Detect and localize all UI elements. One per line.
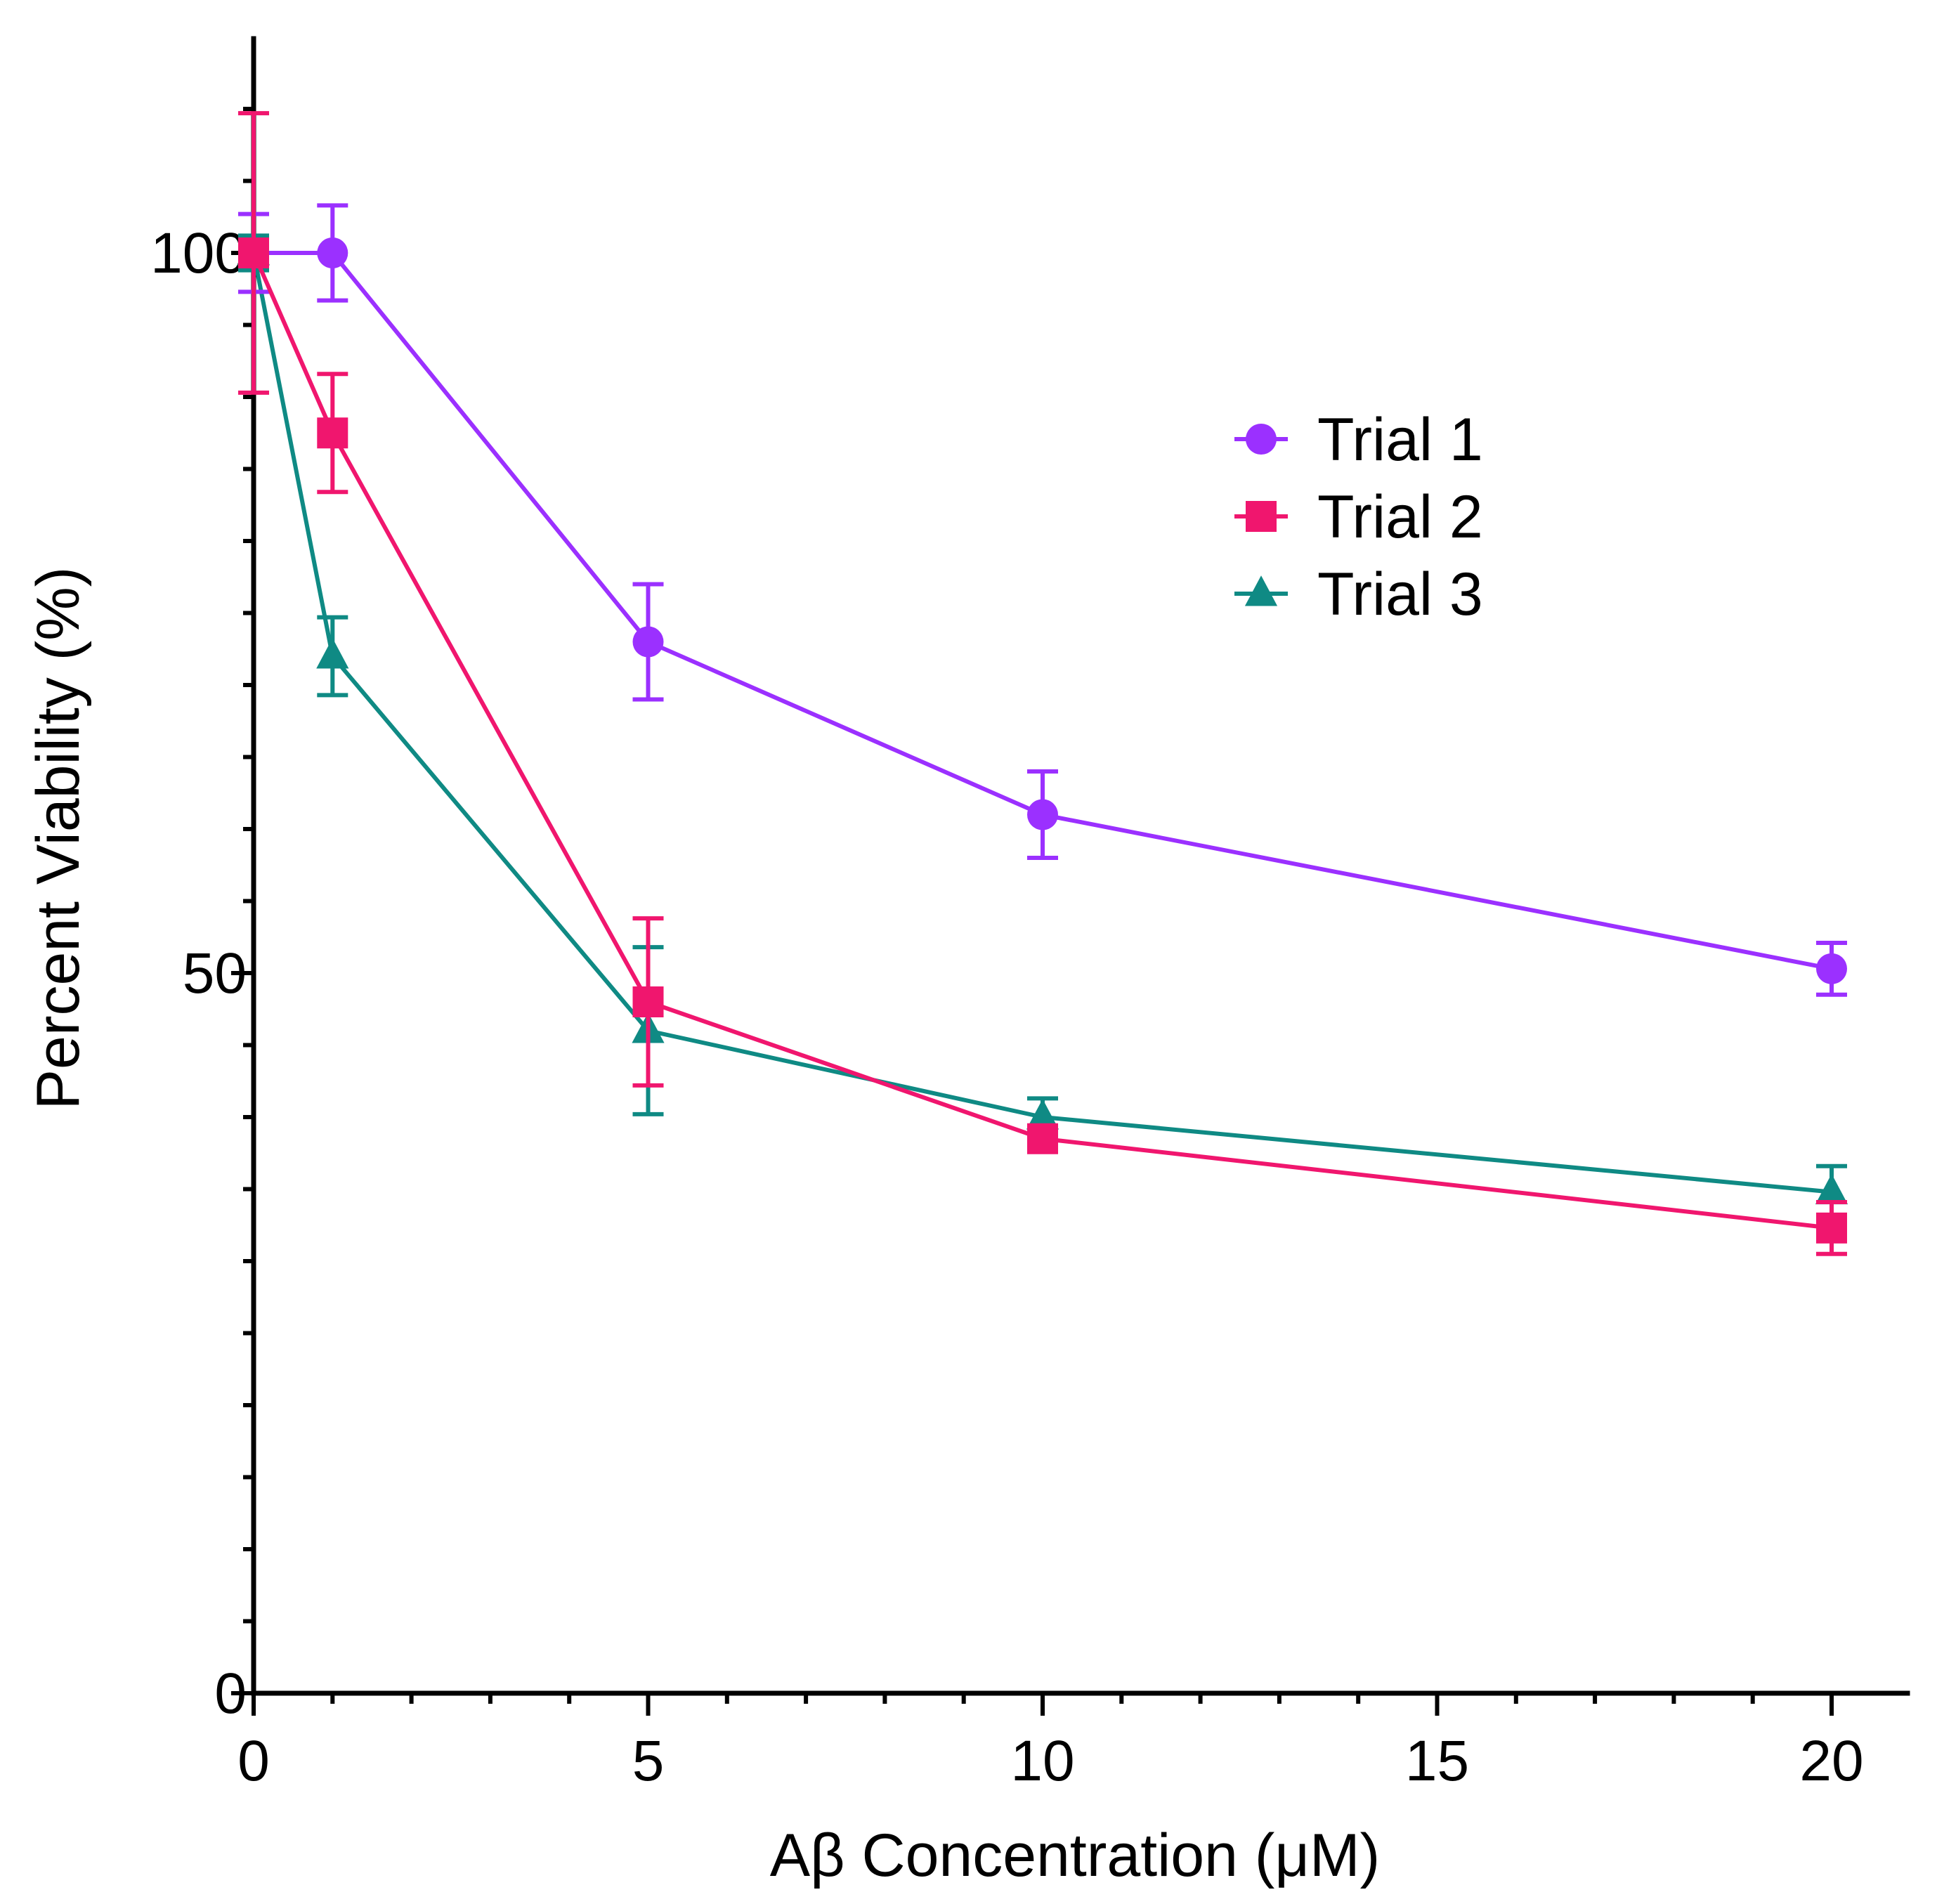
series-line: [252, 252, 1832, 1230]
series-line: [254, 251, 1832, 971]
data-point: [1246, 424, 1277, 455]
legend-label: Trial 3: [1317, 561, 1483, 628]
legend-item-trial-2: Trial 2: [1234, 483, 1483, 551]
x-tick-label: 0: [237, 1729, 270, 1793]
data-point: [1027, 799, 1058, 830]
legend-item-trial-3: Trial 3: [1234, 561, 1483, 628]
plot-area: [237, 111, 1848, 1256]
series-trial-3: [237, 233, 1848, 1220]
data-point: [1027, 1123, 1058, 1154]
y-tick-label: 50: [183, 941, 247, 1005]
y-tick-label: 0: [214, 1662, 247, 1726]
data-point: [317, 237, 348, 268]
data-point: [1244, 575, 1278, 606]
legend-label: Trial 2: [1317, 483, 1483, 551]
data-point: [1816, 1212, 1847, 1244]
data-point: [316, 638, 349, 669]
data-point: [1816, 953, 1847, 984]
series-trial-1: [238, 203, 1847, 997]
data-point: [632, 986, 664, 1017]
axes: 0 50 100 0 5 10 15 20: [150, 36, 1910, 1793]
x-tick-label: 5: [632, 1729, 665, 1793]
x-tick-label: 10: [1010, 1729, 1074, 1793]
legend: Trial 1 Trial 2 Trial 3: [1234, 406, 1483, 628]
x-axis-title: Aβ Concentration (μM): [770, 1822, 1381, 1889]
legend-item-trial-1: Trial 1: [1234, 406, 1483, 474]
y-axis-title: Percent Viability (%): [25, 567, 92, 1110]
x-tick-label: 20: [1799, 1729, 1863, 1793]
data-point: [632, 626, 664, 658]
x-tick-label: 15: [1405, 1729, 1469, 1793]
data-point: [1815, 1173, 1848, 1205]
data-point: [238, 237, 269, 268]
data-point: [1246, 501, 1277, 532]
series-trial-2: [238, 111, 1847, 1256]
y-tick-label: 100: [150, 221, 247, 285]
series-line: [252, 252, 1832, 1194]
data-point: [1026, 1099, 1059, 1130]
data-point: [317, 417, 348, 449]
legend-label: Trial 1: [1317, 406, 1483, 474]
